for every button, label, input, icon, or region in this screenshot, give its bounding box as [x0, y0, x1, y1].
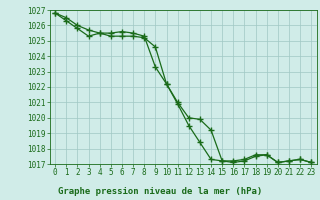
Text: Graphe pression niveau de la mer (hPa): Graphe pression niveau de la mer (hPa) [58, 187, 262, 196]
